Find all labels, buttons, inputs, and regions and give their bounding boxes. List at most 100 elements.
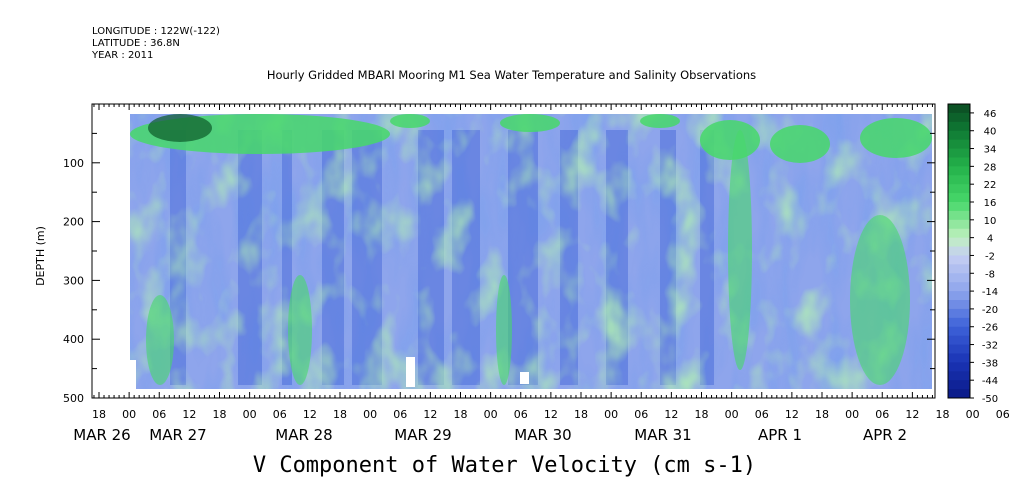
colorbar-tick-label: -8	[985, 269, 995, 280]
x-hour-label: 06	[152, 408, 166, 421]
colorbar-tick-label: 40	[984, 127, 997, 138]
colorbar-tick-label: 22	[984, 180, 997, 191]
colorbar-swatch	[948, 148, 970, 158]
colorbar-tick-label: -26	[982, 323, 998, 334]
x-hour-label: 00	[243, 408, 257, 421]
y-tick-label: 200	[63, 216, 84, 229]
deep-green-4	[850, 215, 910, 385]
data-gap-left	[130, 360, 136, 389]
colorbar-swatch	[948, 380, 970, 390]
x-hour-label: 06	[393, 408, 407, 421]
colorbar-swatch	[948, 121, 970, 132]
colorbar-swatch	[948, 300, 970, 310]
colorbar-swatch	[948, 353, 970, 363]
colorbar-swatch	[948, 273, 970, 283]
colorbar-swatch	[948, 157, 970, 167]
x-hour-label: 06	[755, 408, 769, 421]
data-gap-mar29	[406, 357, 415, 387]
colorbar-tick-label: -44	[982, 376, 998, 387]
colorbar-tick-label: 4	[987, 234, 993, 245]
surface-dark-green	[148, 114, 212, 142]
y-tick-label: 500	[63, 392, 84, 405]
x-hour-label: 00	[845, 408, 859, 421]
x-hour-label: 00	[604, 408, 618, 421]
deep-green-0	[146, 295, 174, 385]
x-hour-label: 00	[363, 408, 377, 421]
x-day-label: APR 2	[863, 426, 907, 444]
colorbar-swatch	[948, 335, 970, 346]
data-gap-mar30	[520, 372, 529, 384]
colorbar-swatch	[948, 362, 970, 372]
x-hour-label: 18	[574, 408, 588, 421]
colorbar-swatch	[948, 139, 970, 150]
x-hour-label: 18	[815, 408, 829, 421]
colorbar-swatch	[948, 246, 970, 256]
y-tick-label: 300	[63, 274, 84, 287]
surface-green-6	[860, 118, 932, 158]
colorbar-swatch	[948, 112, 970, 123]
surface-green-2	[500, 114, 560, 132]
deep-green-3	[728, 130, 752, 370]
colorbar-swatch	[948, 255, 970, 265]
colorbar-swatch	[948, 166, 970, 176]
colorbar-swatch	[948, 193, 970, 203]
colorbar-swatch	[948, 308, 970, 319]
x-day-label: MAR 28	[275, 426, 332, 444]
chart-title: Hourly Gridded MBARI Mooring M1 Sea Wate…	[0, 68, 1009, 82]
x-hour-label: 18	[213, 408, 227, 421]
x-day-label: MAR 26	[73, 426, 130, 444]
x-day-label: MAR 27	[149, 426, 206, 444]
colorbar-swatch	[948, 228, 970, 239]
colorbar-tick-label: -14	[982, 287, 998, 298]
x-hour-label: 00	[966, 408, 980, 421]
year-label: YEAR : 2011	[92, 50, 154, 61]
surface-green-1	[390, 114, 430, 128]
x-day-label: MAR 30	[514, 426, 571, 444]
heatmap-field	[130, 114, 932, 389]
x-day-label: MAR 29	[394, 426, 451, 444]
colorbar-swatch	[948, 210, 970, 221]
x-hour-label: 00	[484, 408, 498, 421]
y-axis-label: DEPTH (m)	[34, 226, 47, 286]
x-hour-label: 06	[514, 408, 528, 421]
deep-green-1	[288, 275, 312, 385]
colorbar-frame	[947, 103, 971, 399]
x-hour-label: 12	[905, 408, 919, 421]
x-hour-label: 18	[92, 408, 106, 421]
x-hour-label: 18	[454, 408, 468, 421]
x-hour-label: 12	[423, 408, 437, 421]
colorbar-swatch	[948, 237, 970, 248]
colorbar-swatch	[948, 389, 970, 399]
colorbar-swatch	[948, 219, 970, 230]
longitude-label: LONGITUDE : 122W(-122)	[92, 26, 220, 37]
colorbar-swatch	[948, 184, 970, 194]
x-hour-label: 06	[273, 408, 287, 421]
x-axis-title: V Component of Water Velocity (cm s-1)	[252, 453, 757, 478]
x-hour-label: 00	[122, 408, 136, 421]
surface-green-4	[700, 120, 760, 160]
x-hour-label: 12	[303, 408, 317, 421]
colorbar-tick-label: 46	[984, 109, 997, 120]
x-hour-label: 18	[936, 408, 950, 421]
x-hour-label: 06	[996, 408, 1009, 421]
colorbar-swatch	[948, 130, 970, 141]
chart-title-text: Hourly Gridded MBARI Mooring M1 Sea Wate…	[266, 68, 757, 82]
plot-axes: 18 00 06 12 18 00 06 12 18 00 06 12 18 00 06 12 18 00 06 12…	[34, 103, 1009, 444]
latitude-label: LATITUDE : 36.8N	[92, 38, 180, 49]
colorbar: 46 40 34 28 22 16 10 4 -2 -8 -14 -20 -26 -32 -38 -44 -50	[947, 103, 998, 405]
colorbar-tick-label: 28	[984, 162, 997, 173]
y-tick-label: 400	[63, 333, 84, 346]
colorbar-swatch	[948, 104, 970, 114]
colorbar-tick-label: 10	[984, 216, 997, 227]
colorbar-swatch	[948, 317, 970, 328]
colorbar-tick-label: -20	[982, 305, 998, 316]
x-hour-label: 06	[634, 408, 648, 421]
colorbar-tick-label: -32	[982, 341, 998, 352]
x-hour-label: 12	[182, 408, 196, 421]
colorbar-tick-label: 34	[984, 145, 997, 156]
x-day-label: MAR 31	[634, 426, 691, 444]
colorbar-swatch	[948, 291, 970, 301]
colorbar-tick-label: -38	[982, 358, 998, 369]
x-hour-label: 00	[725, 408, 739, 421]
